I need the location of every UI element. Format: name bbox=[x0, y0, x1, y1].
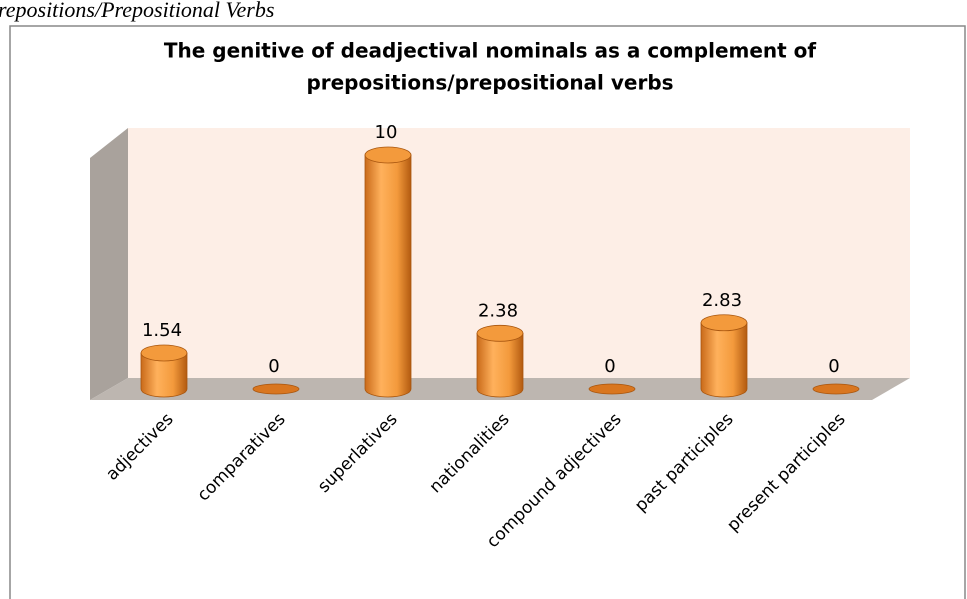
bar bbox=[252, 383, 300, 395]
value-label: 10 bbox=[375, 122, 398, 143]
bar bbox=[588, 383, 636, 395]
value-label: 2.83 bbox=[702, 290, 742, 311]
value-label: 2.38 bbox=[478, 300, 518, 321]
side-wall bbox=[90, 128, 128, 400]
bar-top bbox=[476, 324, 524, 342]
bar bbox=[364, 154, 412, 398]
bars bbox=[140, 146, 860, 398]
value-label: 0 bbox=[828, 356, 839, 377]
value-label: 1.54 bbox=[142, 320, 182, 341]
bar bbox=[140, 352, 188, 398]
bar-top bbox=[140, 344, 188, 362]
caption: repositions/Prepositional Verbs bbox=[0, 0, 274, 22]
bar-top bbox=[700, 314, 748, 332]
bar bbox=[812, 383, 860, 395]
chart-title: prepositions/prepositional verbs bbox=[306, 71, 673, 95]
chart-title: The genitive of deadjectival nominals as… bbox=[164, 39, 817, 63]
bar bbox=[700, 322, 748, 398]
value-label: 0 bbox=[604, 356, 615, 377]
bar-top bbox=[364, 146, 412, 164]
bar bbox=[476, 332, 524, 398]
value-label: 0 bbox=[268, 356, 279, 377]
